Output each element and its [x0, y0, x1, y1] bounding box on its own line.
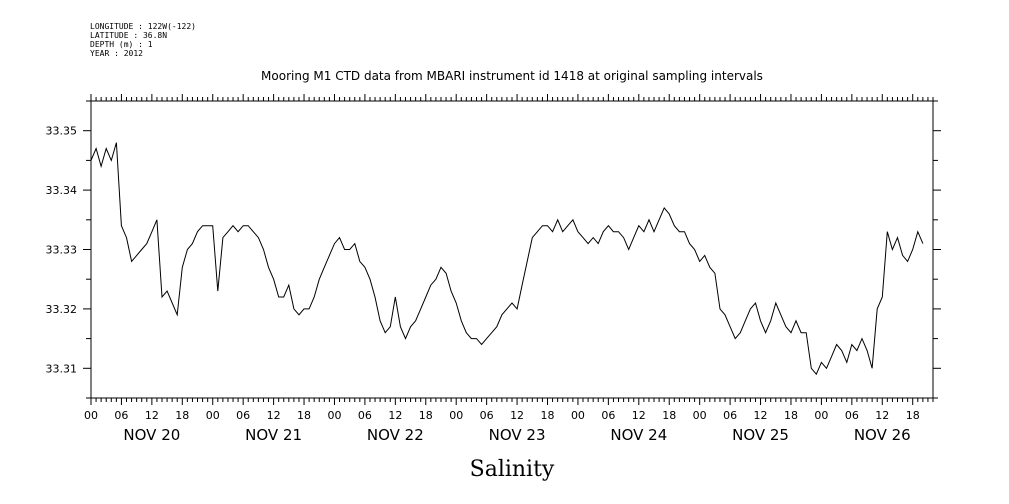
- x-tick-label: 06: [114, 409, 128, 422]
- location-metadata: LONGITUDE : 122W(-122) LATITUDE : 36.8N …: [90, 22, 196, 58]
- x-day-label: NOV 23: [489, 426, 546, 444]
- year-label: YEAR : 2012: [90, 49, 143, 58]
- longitude-label: LONGITUDE : 122W(-122): [90, 22, 196, 31]
- y-tick-label: 33.31: [46, 362, 78, 375]
- x-tick-label: 12: [754, 409, 768, 422]
- x-tick-label: 12: [388, 409, 402, 422]
- y-tick-label: 33.32: [46, 303, 78, 316]
- x-tick-label: 00: [206, 409, 220, 422]
- x-day-label: NOV 21: [245, 426, 302, 444]
- x-tick-label: 18: [297, 409, 311, 422]
- x-tick-label: 18: [662, 409, 676, 422]
- y-tick-label: 33.35: [46, 125, 78, 138]
- x-day-label: NOV 25: [732, 426, 789, 444]
- x-tick-label: 06: [236, 409, 250, 422]
- x-axis-label: Salinity: [470, 457, 555, 482]
- x-tick-label: 18: [906, 409, 920, 422]
- x-tick-label: 12: [632, 409, 646, 422]
- x-day-label: NOV 22: [367, 426, 424, 444]
- salinity-series-line: [90, 142, 924, 376]
- x-tick-label: 06: [601, 409, 615, 422]
- y-tick-label: 33.34: [46, 184, 78, 197]
- x-tick-label: 06: [845, 409, 859, 422]
- x-tick-label: 18: [784, 409, 798, 422]
- x-tick-label: 00: [814, 409, 828, 422]
- x-tick-label: 06: [480, 409, 494, 422]
- x-tick-label: 06: [358, 409, 372, 422]
- x-tick-label: 12: [875, 409, 889, 422]
- chart-title: Mooring M1 CTD data from MBARI instrumen…: [261, 69, 763, 83]
- depth-label: DEPTH (m) : 1: [90, 40, 153, 49]
- y-tick-label: 33.33: [46, 244, 78, 257]
- x-tick-label: 06: [723, 409, 737, 422]
- x-tick-label: 00: [327, 409, 341, 422]
- x-tick-label: 18: [419, 409, 433, 422]
- x-tick-label: 00: [449, 409, 463, 422]
- x-day-label: NOV 20: [123, 426, 180, 444]
- chart-axes: 00 06 12 18 00 06 12 18 00 06 12 18 00 06 12 18 00 06 12 18…: [46, 94, 941, 444]
- x-day-label: NOV 24: [610, 426, 667, 444]
- latitude-label: LATITUDE : 36.8N: [90, 31, 168, 40]
- x-tick-label: 00: [84, 409, 98, 422]
- x-tick-label: 18: [175, 409, 189, 422]
- x-tick-label: 00: [693, 409, 707, 422]
- x-day-label: NOV 26: [854, 426, 911, 444]
- x-tick-label: 12: [510, 409, 524, 422]
- x-tick-label: 12: [267, 409, 281, 422]
- x-tick-label: 18: [541, 409, 555, 422]
- x-tick-label: 00: [571, 409, 585, 422]
- plot-frame: [90, 100, 934, 399]
- x-tick-label: 12: [145, 409, 159, 422]
